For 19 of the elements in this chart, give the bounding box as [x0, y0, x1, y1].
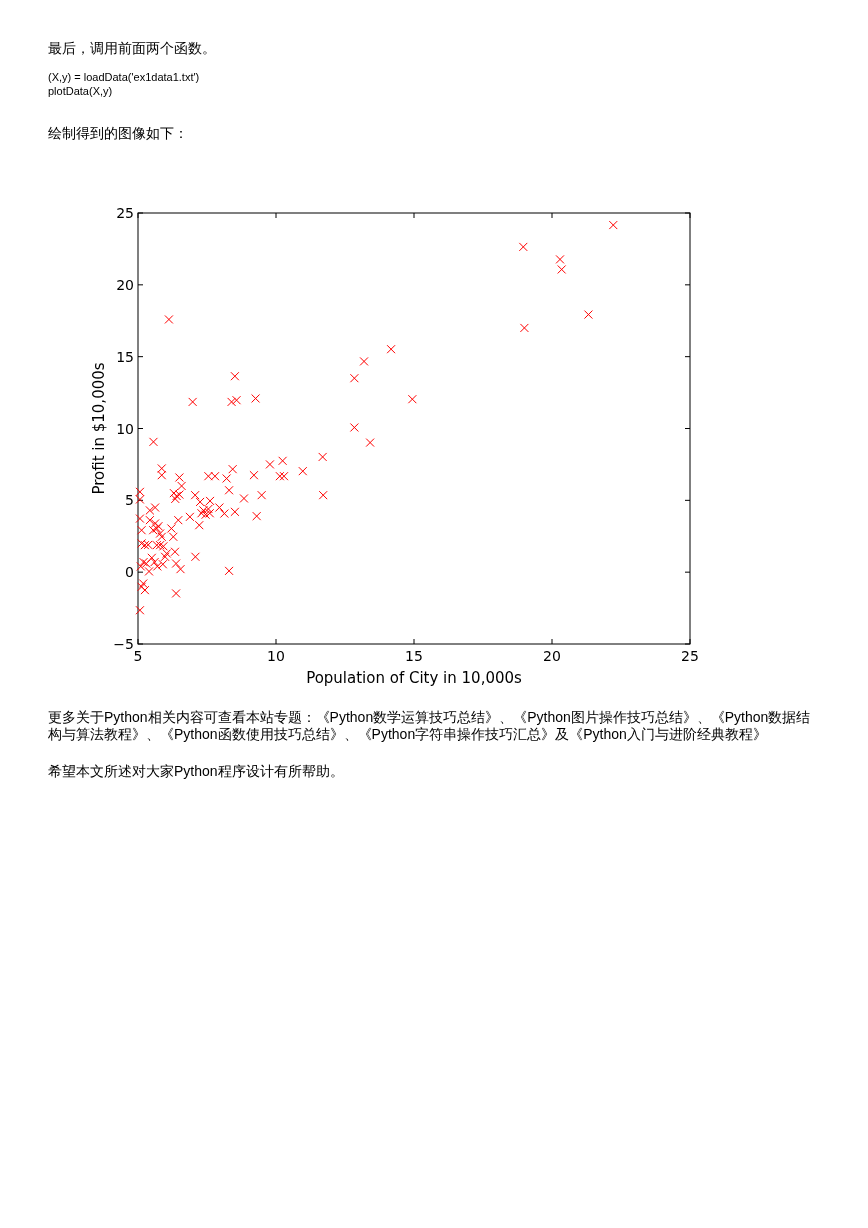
- text: (X,y) = loadData('ex1data1.txt'): [48, 71, 200, 83]
- text: 希望本文所述对大家Python程序设计有所帮助。: [48, 763, 345, 780]
- x-tick-label: 20: [543, 648, 561, 664]
- text: plotData(X,y): [48, 85, 113, 97]
- x-tick-label: 15: [405, 648, 423, 664]
- y-axis-title: Profit in $10,000s: [90, 362, 108, 495]
- x-tick-label: 10: [267, 648, 285, 664]
- text: 绘制得到的图像如下：: [48, 125, 188, 142]
- y-tick-label: 5: [125, 492, 134, 509]
- x-axis-title: Population of City in 10,000s: [306, 669, 523, 687]
- text: 更多关于Python相关内容可查看本站专题：《Python数学运算技巧总结》、《Python图片操作技巧总结》、《Python数据结构与算法教程》、《Python函数使用技巧总结》、《Python字符串操作技巧汇总》及《Python入门与进阶经典教程》: [48, 709, 812, 743]
- y-tick-label: −5: [113, 636, 134, 652]
- y-tick-label: 20: [116, 276, 134, 293]
- text: 最后，调用前面两个函数。: [48, 40, 216, 57]
- y-tick-label: 15: [116, 348, 134, 365]
- y-tick-label: 25: [116, 205, 134, 221]
- y-tick-label: 10: [116, 420, 134, 437]
- y-tick-label: 0: [125, 564, 134, 581]
- x-tick-label: 25: [681, 648, 699, 664]
